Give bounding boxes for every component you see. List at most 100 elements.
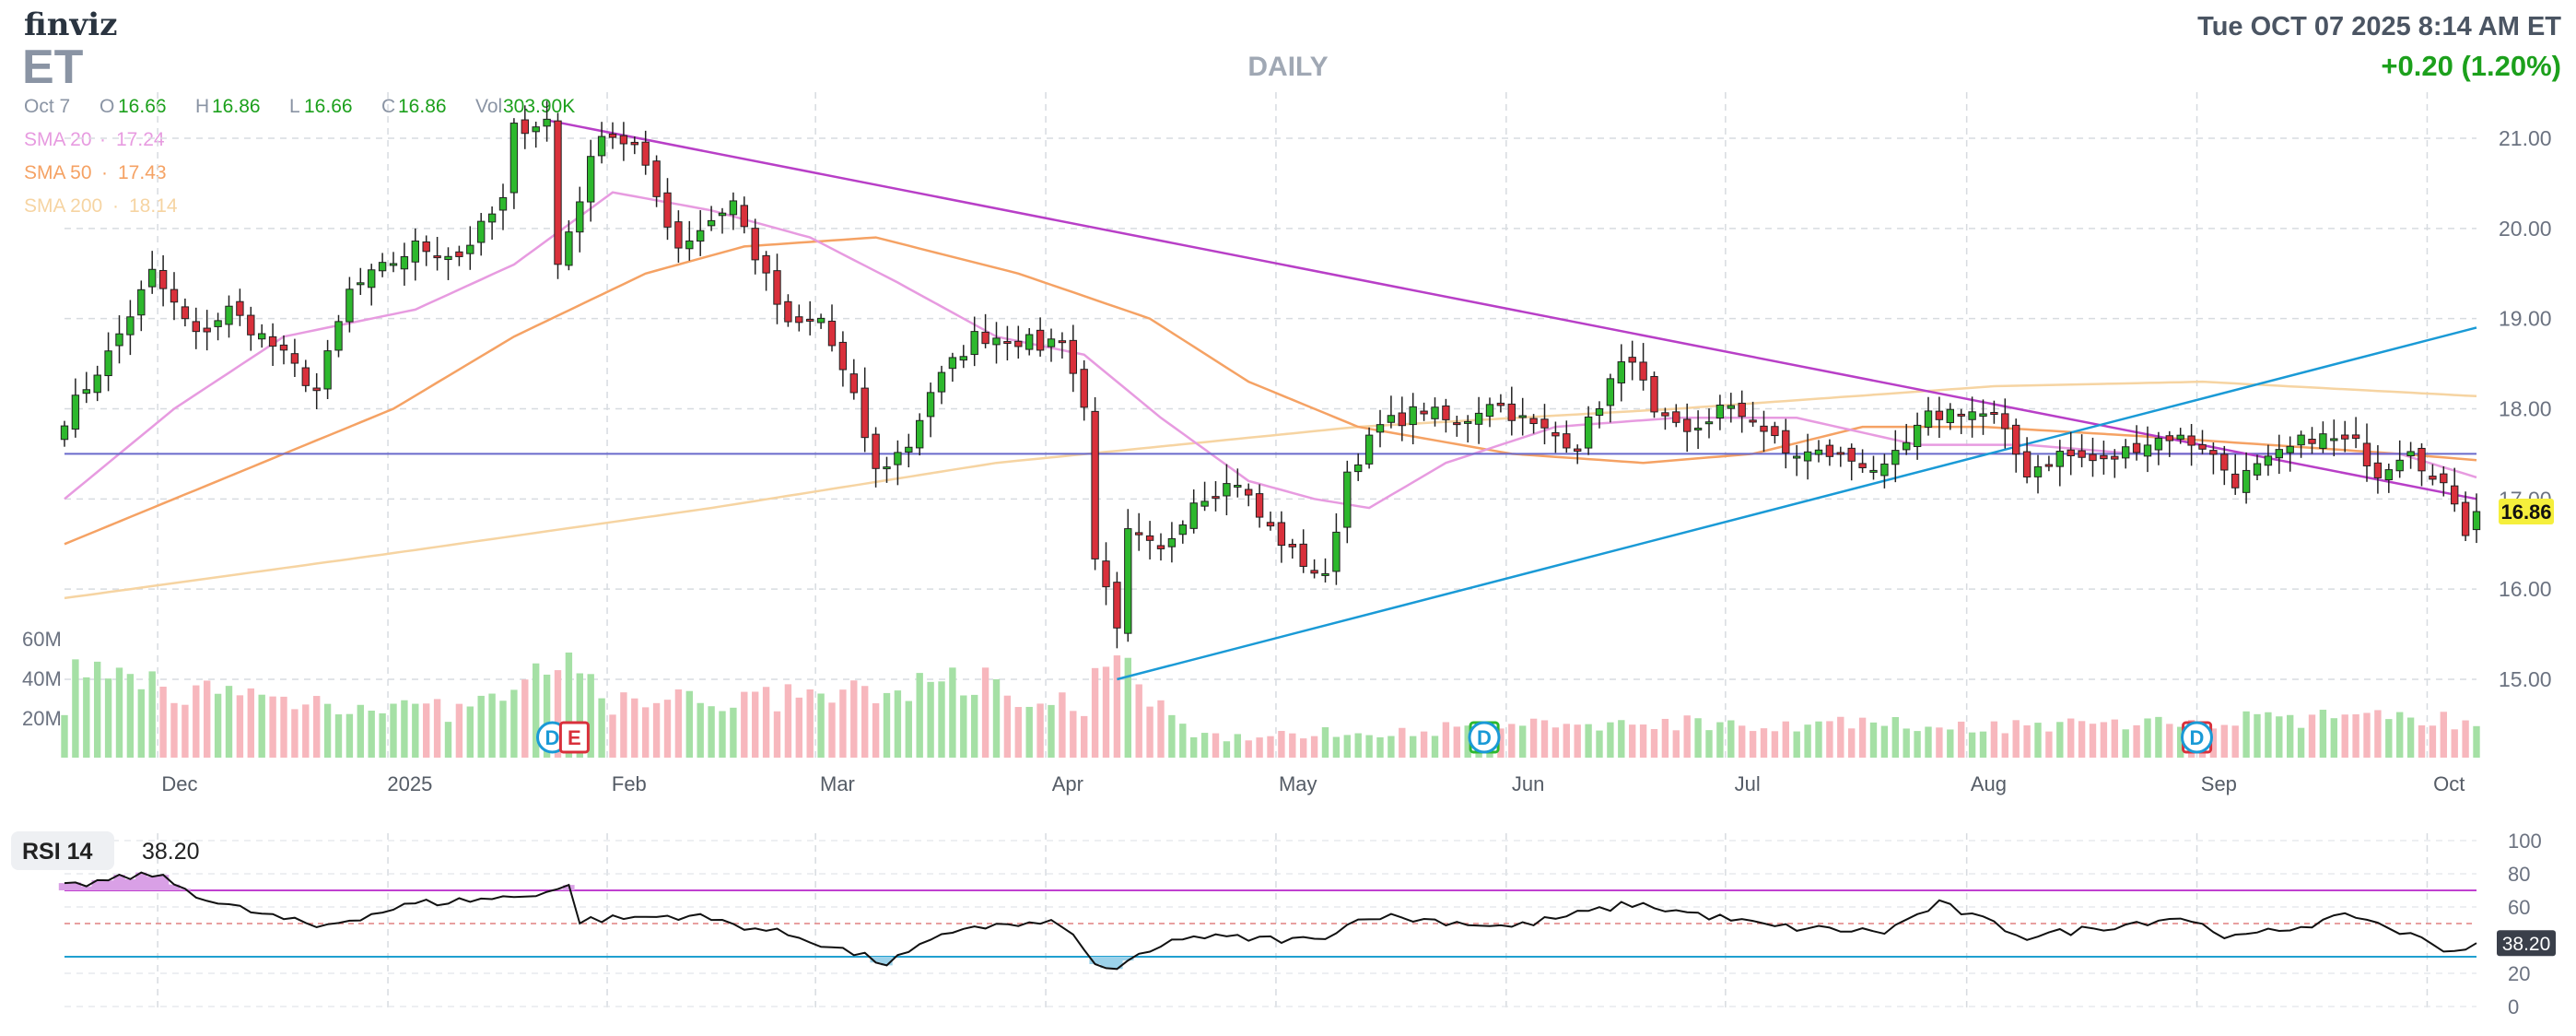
candle-down — [674, 221, 683, 249]
volume-bar — [1858, 717, 1867, 758]
candle-down — [2001, 413, 2009, 430]
candle-down — [2429, 476, 2437, 480]
sma50-legend-label[interactable]: SMA 50 — [24, 162, 92, 183]
volume-bar — [1925, 726, 1932, 758]
candle-down — [1825, 444, 1834, 457]
candle-down — [641, 141, 650, 166]
candle-down — [1014, 340, 1023, 347]
ohlc-low-value: 16.66 — [304, 96, 353, 117]
candle-down — [1661, 412, 1669, 417]
sma200-legend-label[interactable]: SMA 200 — [24, 195, 102, 217]
volume-bar — [1014, 707, 1022, 758]
candle-up — [411, 240, 419, 263]
sma20-legend-dot: · — [100, 129, 106, 150]
volume-bar — [762, 687, 770, 758]
candle-up — [1409, 406, 1417, 426]
candle-down — [1574, 448, 1582, 452]
candle-up — [2330, 438, 2338, 441]
volume-bar — [2418, 724, 2426, 758]
candle-up — [1474, 412, 1483, 425]
timeframe-label[interactable]: DAILY — [1247, 52, 1328, 82]
earnings-marker[interactable]: E — [558, 721, 590, 754]
rsi-plot — [58, 871, 2477, 971]
candle-up — [1332, 531, 1341, 572]
candle-up — [400, 255, 409, 270]
candle-down — [1255, 493, 1264, 518]
candle-up — [2242, 469, 2251, 493]
sma-legend[interactable]: SMA 20 · 17.24 SMA 50 · 17.43 SMA 200 · … — [24, 129, 178, 217]
candle-up — [1124, 528, 1132, 634]
candle-up — [543, 118, 551, 127]
volume-bar — [620, 692, 627, 758]
support-trendline[interactable] — [1117, 326, 2477, 681]
candle-up — [2176, 434, 2184, 440]
x-tick-label: Sep — [2201, 772, 2237, 795]
volume-bar — [2429, 725, 2437, 758]
candle-down — [1113, 582, 1121, 629]
volume-bar — [148, 671, 156, 758]
candle-up — [93, 374, 101, 394]
date-x-axis: Dec 2025 Feb Mar Apr May Jun Jul Aug Sep Oct — [161, 772, 2465, 795]
candle-up — [1584, 416, 1593, 449]
volume-bar — [2034, 723, 2042, 758]
candle-up — [1793, 455, 1801, 459]
candle-down — [1266, 522, 1275, 527]
volume-bar — [1070, 711, 1077, 758]
volume-bar — [773, 711, 781, 758]
candle-up — [1200, 500, 1209, 507]
candle-down — [1145, 535, 1154, 541]
event-markers[interactable]: DEEDED — [536, 721, 2213, 754]
volume-bar — [2045, 731, 2053, 758]
candle-up — [905, 446, 913, 453]
candle-down — [751, 228, 759, 261]
candle-up — [992, 337, 1001, 346]
volume-bar — [927, 681, 934, 758]
price-gridlines — [64, 92, 2476, 761]
rsi-label[interactable]: RSI 14 — [22, 839, 93, 865]
volume-bar — [1036, 703, 1044, 758]
candle-down — [806, 318, 814, 322]
volume-bar — [1727, 720, 1735, 758]
candle-down — [247, 314, 255, 336]
candle-up — [1464, 420, 1472, 424]
candle-down — [1496, 402, 1505, 406]
volume-bar — [1190, 736, 1198, 758]
dividend-marker[interactable]: D — [1468, 721, 1501, 754]
volume-bar — [1059, 692, 1066, 758]
candle-down — [1782, 430, 1790, 453]
candlesticks — [60, 100, 2481, 649]
rsi-tick-label: 60 — [2508, 896, 2530, 919]
dividend-marker-circle — [1468, 721, 1501, 754]
candle-up — [378, 262, 387, 272]
sma20-legend-label[interactable]: SMA 20 — [24, 129, 92, 150]
volume-bar — [2396, 712, 2404, 758]
volume-bar — [1869, 722, 1878, 758]
trendlines[interactable] — [64, 119, 2477, 681]
volume-bar — [1936, 727, 1943, 758]
volume-bar — [543, 674, 551, 758]
volume-bar — [247, 688, 254, 758]
price-tick-label: 18.00 — [2499, 397, 2552, 421]
finviz-logo[interactable]: finviz — [24, 6, 117, 43]
price-tick-label: 15.00 — [2499, 667, 2552, 691]
volume-bar — [1596, 730, 1603, 758]
candle-up — [948, 357, 957, 370]
rsi-tick-label: 0 — [2508, 995, 2519, 1018]
volume-bar — [872, 703, 880, 758]
candle-down — [2461, 501, 2470, 536]
candle-up — [1803, 451, 1812, 462]
volume-bar — [1891, 716, 1899, 758]
resistance-trendline[interactable] — [546, 119, 2477, 500]
rsi-label-box[interactable]: RSI 14 38.20 — [11, 831, 200, 870]
candle-up — [225, 305, 233, 325]
candle-down — [2067, 449, 2075, 456]
volume-bar — [1607, 722, 1614, 758]
dividend-marker[interactable]: D — [2181, 721, 2213, 754]
candle-up — [214, 320, 222, 327]
candle-down — [1277, 522, 1286, 547]
candle-up — [1178, 524, 1187, 536]
candle-down — [1453, 422, 1461, 426]
volume-bar — [817, 693, 825, 758]
sma200-line — [64, 380, 2477, 600]
